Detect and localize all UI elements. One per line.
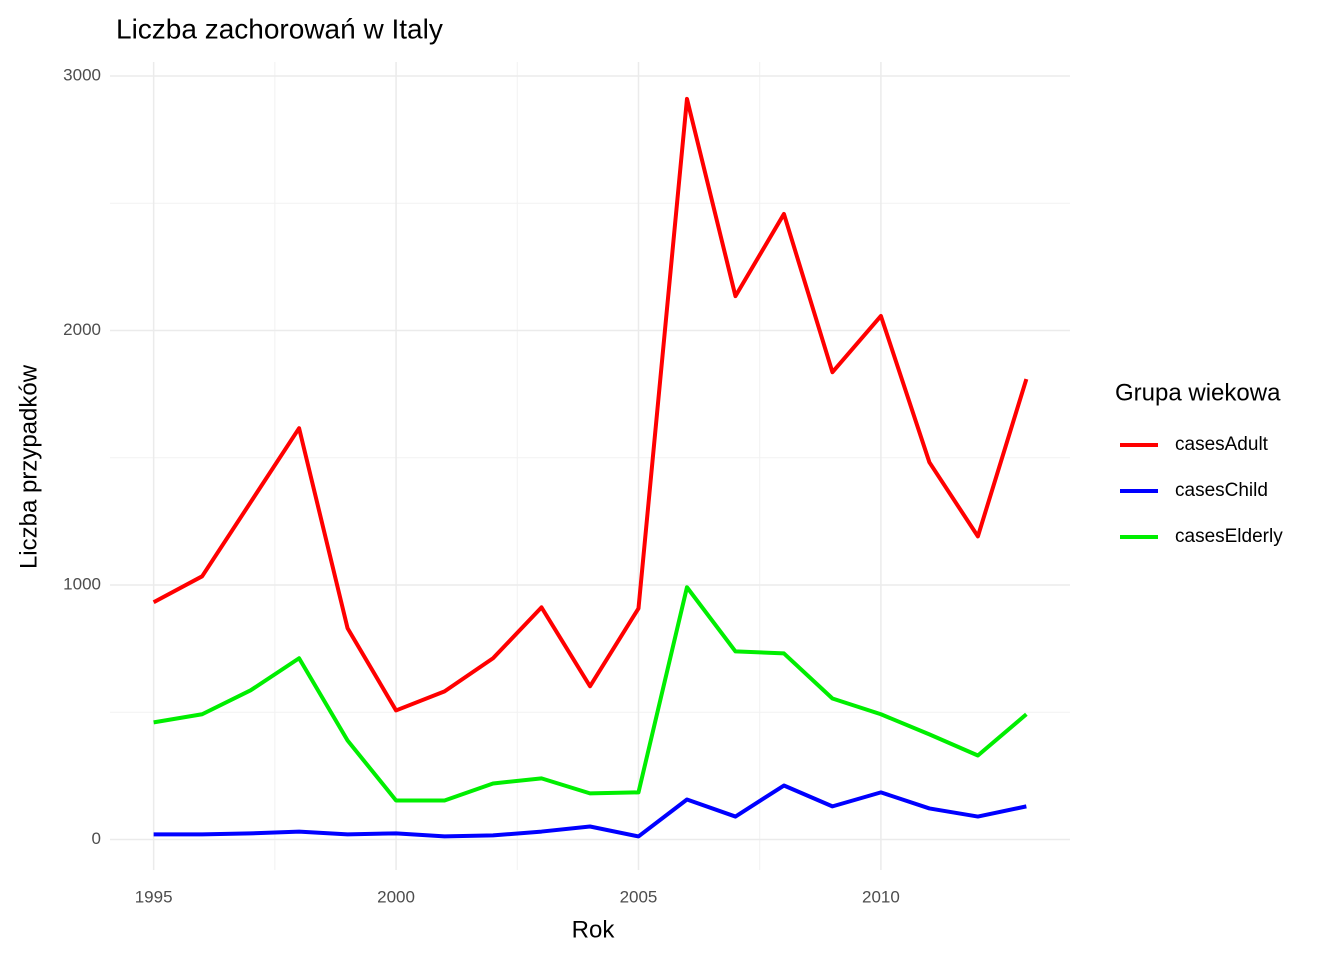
x-tick-label: 1995 [135,887,173,906]
y-tick-label: 2000 [63,320,101,339]
legend-label: casesChild [1175,480,1268,501]
legend-label: casesAdult [1175,434,1269,455]
legend-label: casesElderly [1175,526,1283,547]
x-tick-label: 2010 [862,887,900,906]
x-tick-label: 2005 [620,887,658,906]
y-axis-label: Liczba przypadków [15,364,42,569]
y-tick-label: 1000 [63,574,101,593]
y-tick-label: 3000 [63,65,101,84]
legend-title: Grupa wiekowa [1115,379,1281,406]
chart-title: Liczba zachorowań w Italy [116,13,443,44]
data-line [153,783,1027,839]
data-line [153,585,1028,803]
y-tick-label: 0 [92,829,101,848]
data-line [152,96,1029,713]
x-tick-label: 2000 [377,887,415,906]
x-axis-label: Rok [572,916,616,943]
